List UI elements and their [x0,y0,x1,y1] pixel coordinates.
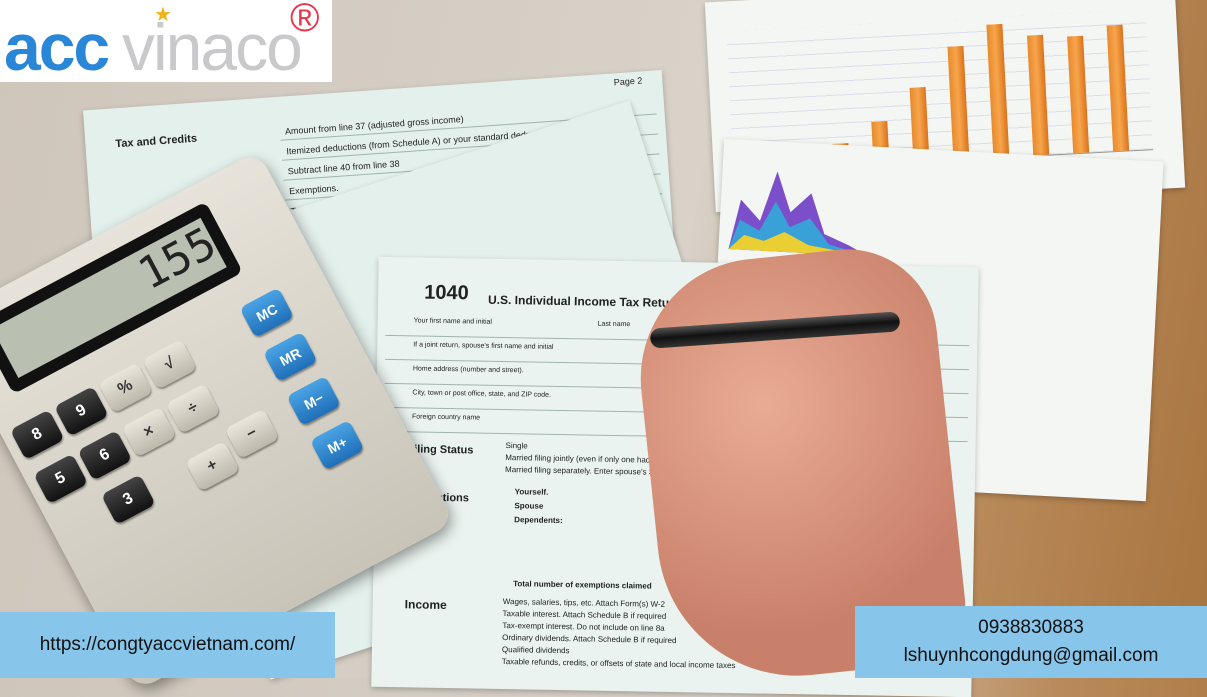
filing-option[interactable]: Single [505,441,528,451]
exemption-item[interactable]: Spouse [514,501,544,511]
chart-bar [1027,34,1050,156]
calculator-key[interactable]: 6 [77,430,133,481]
calculator-key[interactable]: 8 [9,409,65,461]
calculator-key[interactable]: 3 [100,474,156,525]
calculator-key[interactable]: 9 [54,385,109,437]
section-tax-credits: Tax and Credits [115,132,198,151]
chart-bar [986,23,1010,158]
logo: ★ acc vinaco ® [0,0,332,82]
income-item[interactable]: Ordinary dividends. Attach Schedule B if… [502,633,677,646]
calculator-key[interactable]: − [224,408,280,460]
calculator-key[interactable]: √ [142,339,198,390]
display-value: 155 [0,217,227,378]
calculator-key[interactable]: MC [239,287,295,339]
area-chart [728,171,869,257]
form-number: 1040 [423,281,469,305]
page-label: Page 2 [613,75,643,88]
email-address[interactable]: lshuynhcongdung@gmail.com [903,645,1159,666]
form-field[interactable]: Your first name and initial [413,317,493,326]
logo-text-acc: acc [4,10,110,84]
income-item[interactable]: Taxable interest. Attach Schedule B if r… [502,609,667,621]
calculator-key[interactable]: MR [262,331,318,383]
website-link[interactable]: https://congtyaccvietnam.com/ [39,634,296,655]
income-item[interactable]: Tax-exempt interest. Do not include on l… [502,621,665,633]
contact-banner: 0938830883 lshuynhcongdung@gmail.com [855,606,1207,678]
form-field[interactable]: Foreign country name [411,413,481,422]
calculator-display: 155 [0,201,244,395]
chart-bar [1067,35,1090,154]
income-item[interactable]: Taxable refunds, credits, or offsets of … [501,657,736,671]
exemption-item[interactable]: Total number of exemptions claimed [513,579,652,591]
income-item[interactable]: Qualified dividends [501,645,570,656]
phone-number[interactable]: 0938830883 [978,617,1084,638]
form-line: Exemptions. [288,182,339,197]
calculator-key[interactable]: M+ [309,419,365,471]
website-banner: https://congtyaccvietnam.com/ [0,612,335,678]
form-field[interactable]: If a joint return, spouse's first name a… [413,341,554,351]
calculator-key[interactable]: × [121,406,177,458]
calculator-key[interactable]: % [98,362,153,414]
star-icon: ★ [154,4,172,26]
form-field[interactable]: Last name [597,320,631,329]
form-field[interactable]: Home address (number and street). [412,365,524,375]
income-label: Income [404,597,447,613]
exemption-item[interactable]: Dependents: [514,515,563,526]
logo-text-vinaco: vinaco [122,10,303,84]
calculator-key[interactable]: + [185,440,240,492]
chart-bar [947,45,970,160]
form-title: U.S. Individual Income Tax Return [487,292,682,311]
income-item[interactable]: Wages, salaries, tips, etc. Attach Form(… [502,597,666,609]
chart-bar [1106,24,1130,152]
calculator-key[interactable]: M− [286,375,342,427]
registered-mark: ® [290,0,320,40]
calculator-key[interactable]: ÷ [165,383,221,434]
form-field[interactable]: City, town or post office, state, and ZI… [412,389,551,399]
exemption-item[interactable]: Yourself. [514,487,549,497]
calculator-key[interactable]: 5 [33,453,89,505]
